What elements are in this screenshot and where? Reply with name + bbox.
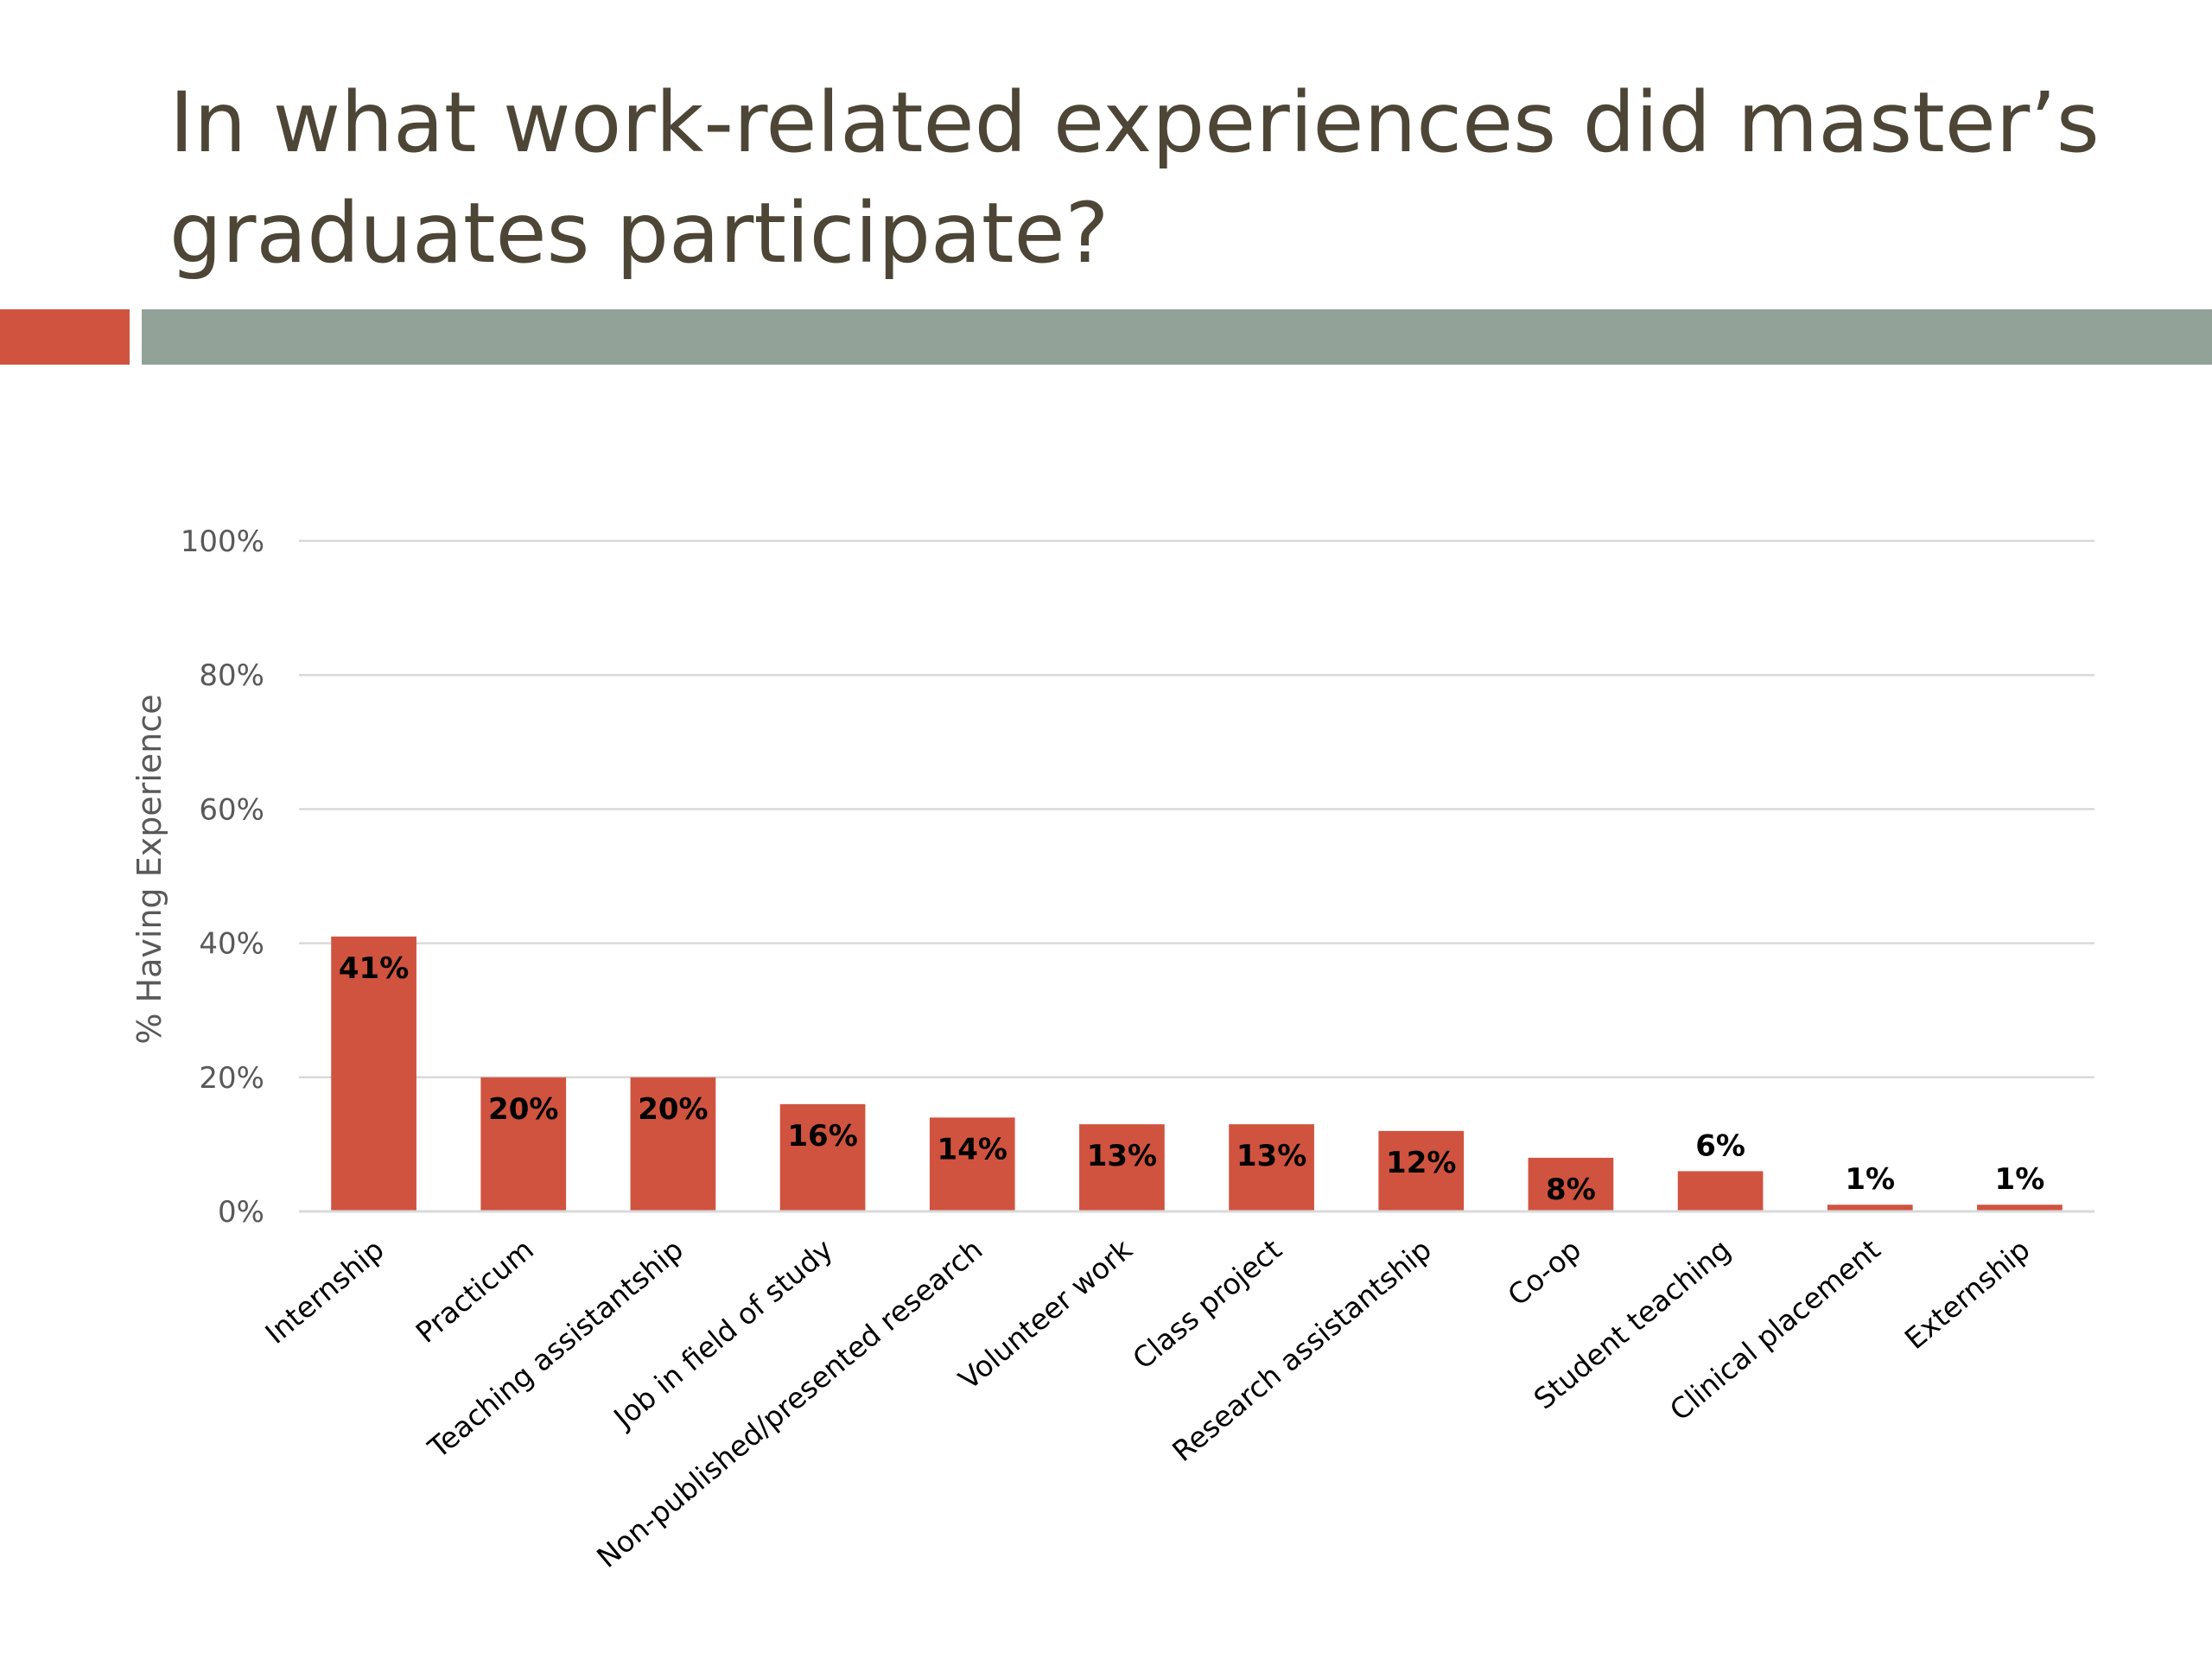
data-label: 1% xyxy=(1995,1162,2045,1197)
bar xyxy=(1677,1171,1764,1211)
bar xyxy=(779,1103,866,1211)
category-label: Class project xyxy=(1126,1232,1287,1376)
y-axis-tick-labels: 0% 20% 40% 60% 80% 100% xyxy=(181,524,264,1230)
bar xyxy=(1378,1130,1465,1211)
gridlines xyxy=(299,539,2094,1079)
data-label: 13% xyxy=(1087,1139,1157,1173)
title-divider-bar xyxy=(142,309,2212,365)
y-tick-label: 20% xyxy=(199,1061,264,1096)
data-label: 14% xyxy=(938,1132,1007,1166)
bar xyxy=(630,1077,716,1211)
bar xyxy=(1079,1124,1165,1211)
slide-title: In what work-related experiences did mas… xyxy=(169,74,2100,282)
category-label: Internship xyxy=(258,1232,390,1351)
bar xyxy=(1827,1205,1913,1211)
category-label: Practicum xyxy=(410,1232,540,1350)
category-label: Teaching assistantship xyxy=(421,1232,690,1465)
data-label: 8% xyxy=(1546,1173,1596,1207)
bar xyxy=(1229,1124,1314,1211)
data-labels: 41% 20% 20% 16% 14% 13% 13% 12% 8% 6% 1% 1% xyxy=(339,951,2044,1207)
y-tick-label: 40% xyxy=(199,927,264,962)
bar xyxy=(480,1077,567,1211)
data-label: 6% xyxy=(1695,1128,1745,1163)
y-tick-label: 80% xyxy=(199,658,264,693)
bar xyxy=(1977,1205,2063,1211)
data-label: 12% xyxy=(1386,1146,1456,1180)
category-label: Research assistantship xyxy=(1166,1232,1438,1468)
bars xyxy=(331,936,2063,1211)
data-label: 13% xyxy=(1236,1139,1306,1173)
bar xyxy=(331,936,416,1211)
y-tick-label: 0% xyxy=(218,1195,264,1230)
y-tick-label: 60% xyxy=(199,792,264,827)
title-accent-bar xyxy=(0,309,130,365)
y-axis-title: % Having Experience xyxy=(130,694,168,1044)
category-label: Externship xyxy=(1898,1232,2037,1356)
data-label: 20% xyxy=(638,1092,708,1127)
data-label: 16% xyxy=(787,1119,857,1154)
data-label: 20% xyxy=(488,1092,558,1127)
bar xyxy=(1528,1157,1614,1211)
data-label: 41% xyxy=(339,951,409,986)
category-label: Co-op xyxy=(1501,1232,1587,1313)
y-tick-label: 100% xyxy=(181,524,264,559)
data-label: 1% xyxy=(1845,1162,1895,1197)
bar xyxy=(929,1117,1015,1211)
